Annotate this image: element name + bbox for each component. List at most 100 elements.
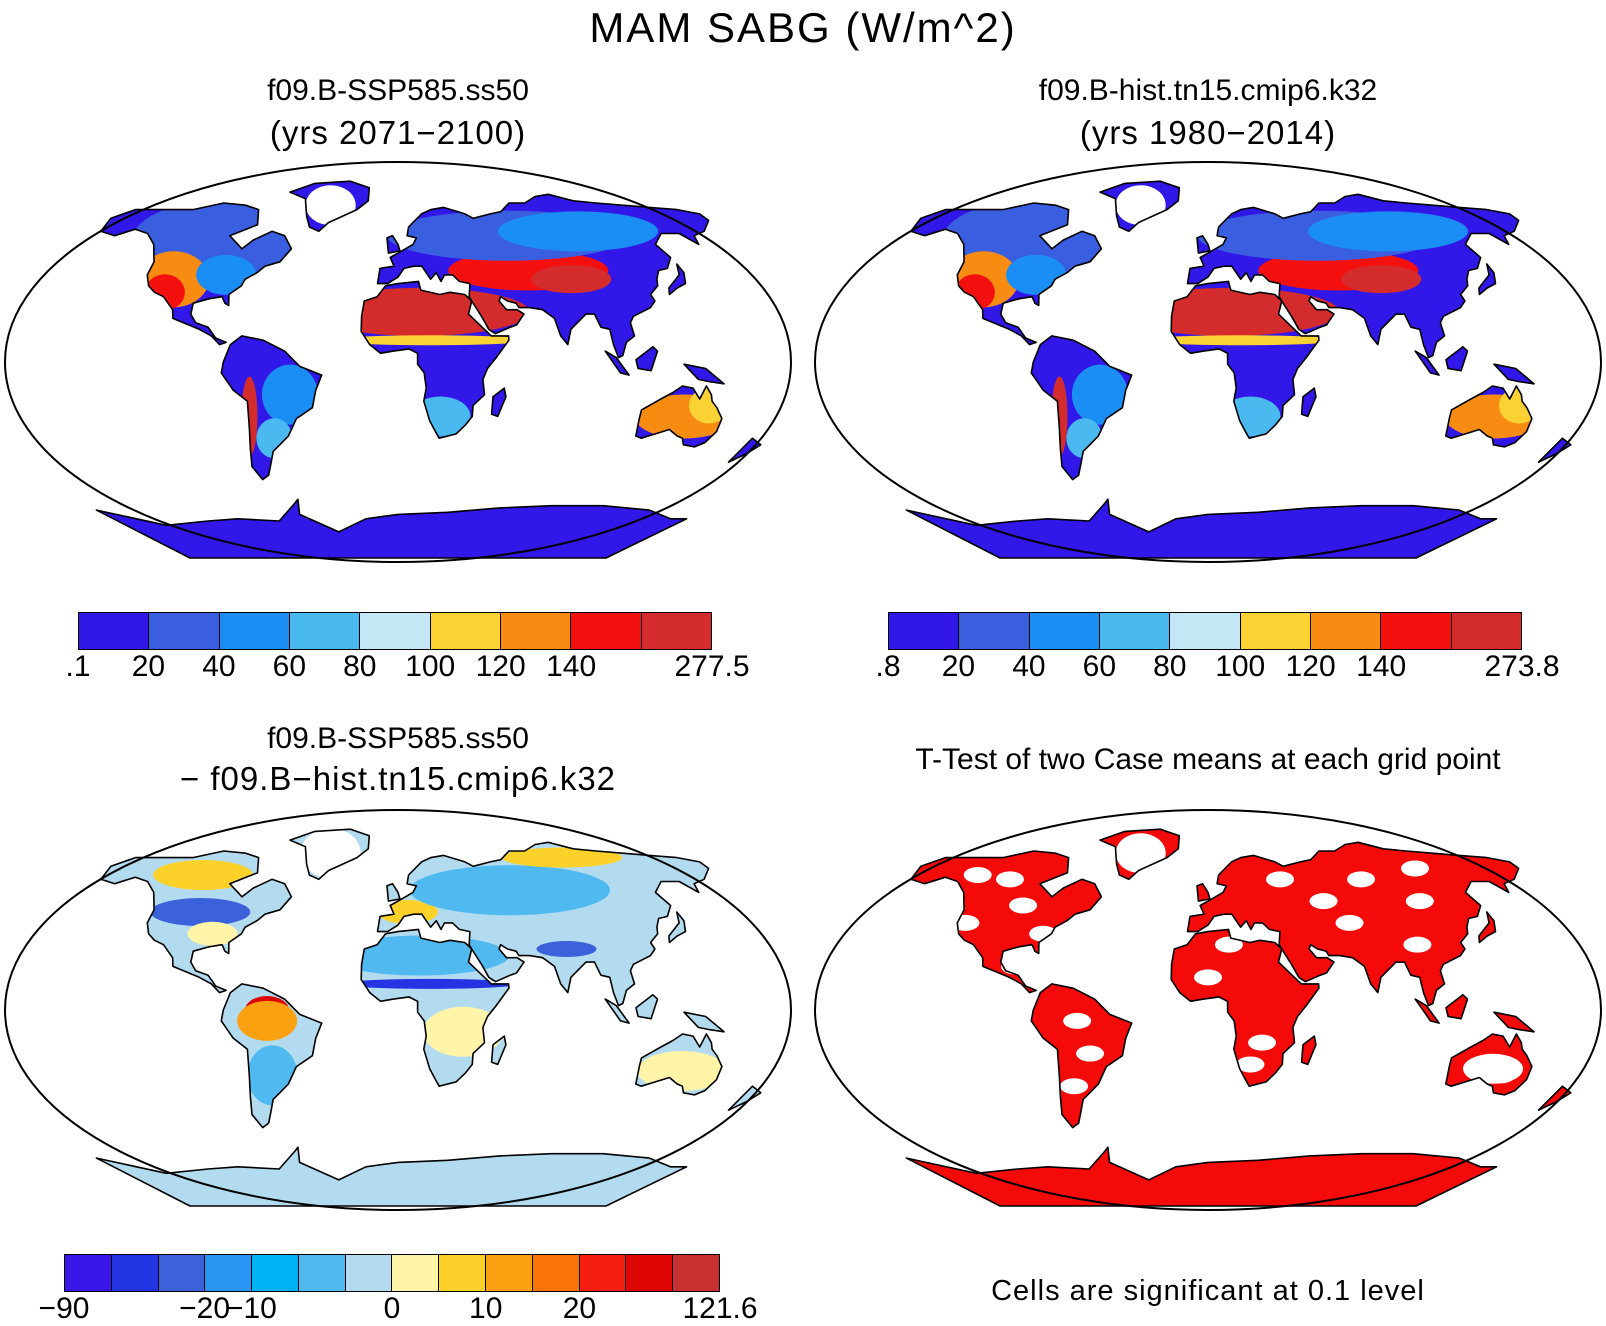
- coastline-australia: [635, 385, 723, 448]
- insignificant-patch: [1266, 871, 1295, 888]
- coastline-australia: [1445, 385, 1533, 448]
- cb1-swatch: [79, 613, 150, 649]
- cb1-tick-label: 140: [546, 650, 597, 683]
- coastline-australia: [1445, 1033, 1533, 1096]
- coastline-africa: [1170, 928, 1320, 1087]
- cb1-tick-label: 100: [405, 650, 456, 683]
- insignificant-patch: [1236, 1056, 1265, 1073]
- panel2-title: f09.B-hist.tn15.cmip6.k32: [1038, 74, 1378, 107]
- colorbar-difference: [64, 1254, 720, 1292]
- coastline-eurasia: [1186, 193, 1520, 359]
- cb1-swatch: [289, 613, 361, 649]
- insignificant-patch: [951, 914, 980, 931]
- field-patch: [954, 274, 995, 311]
- cb3-swatch: [205, 1255, 253, 1291]
- field-patch: [1115, 185, 1166, 226]
- coastline-antarctica: [905, 498, 1498, 559]
- coastline-northAmerica: [100, 202, 293, 346]
- field-patch: [247, 1045, 298, 1106]
- cb3-tick-label: 10: [469, 1292, 503, 1325]
- coastline-japan: [668, 911, 687, 944]
- insignificant-patch: [1009, 897, 1038, 914]
- cb3-swatch: [439, 1255, 487, 1291]
- cb1-swatch: [219, 613, 290, 649]
- cb1-swatch: [571, 613, 642, 649]
- insignificant-patch: [1001, 958, 1030, 975]
- map-panel-difference: [4, 809, 792, 1211]
- insignificant-patch: [1060, 1078, 1089, 1095]
- panel3-subtitle: − f09.B−hist.tn15.cmip6.k32: [179, 760, 617, 797]
- map-panel-ssp585: [4, 161, 792, 563]
- insignificant-patch: [1076, 1045, 1105, 1062]
- field-patch: [153, 859, 254, 890]
- cb3-swatch: [345, 1255, 393, 1291]
- coastline-madagascar: [1300, 387, 1317, 418]
- field-patch: [1220, 396, 1281, 437]
- insignificant-patch: [1335, 914, 1364, 931]
- field-patch: [305, 185, 356, 226]
- coastline-britain: [386, 234, 401, 254]
- field-patch: [300, 829, 361, 879]
- map-panel-hist: [814, 161, 1602, 563]
- cb3-swatch: [111, 1255, 159, 1291]
- map-boundary: [4, 809, 792, 1211]
- insignificant-patch: [1463, 1053, 1524, 1084]
- cb2-swatch: [1381, 613, 1452, 649]
- cb3-tick-label: −10: [225, 1292, 277, 1325]
- cb2-tick-label: 273.8: [1484, 650, 1560, 683]
- coastline-antarctica: [95, 498, 688, 559]
- cb1-swatch: [360, 613, 431, 649]
- cb3-swatch: [158, 1255, 206, 1291]
- field-patch: [1140, 335, 1341, 346]
- field-patch: [1341, 265, 1422, 294]
- insignificant-patch: [1401, 860, 1430, 877]
- coastline-eurasia: [1186, 841, 1520, 1007]
- cb1-tick-label: 277.5: [674, 650, 750, 683]
- map-boundary: [4, 161, 792, 563]
- cb3-swatch: [486, 1255, 533, 1291]
- cb2-tick-label: 40: [1012, 650, 1046, 683]
- field-patch: [1006, 254, 1067, 295]
- coastline-eurasia: [376, 193, 710, 359]
- cb2-swatch: [1451, 613, 1521, 649]
- cb3-swatch: [532, 1255, 580, 1291]
- cb2-swatch: [959, 613, 1030, 649]
- field-patch: [531, 265, 612, 294]
- field-patch: [1071, 364, 1128, 425]
- cb1-tick-label: .1: [65, 650, 91, 683]
- field-patch: [545, 298, 586, 339]
- cb3-swatch: [579, 1255, 627, 1291]
- map-panel-ttest: [814, 809, 1602, 1211]
- cb1-tick-label: 60: [272, 650, 307, 683]
- field-patch: [237, 1000, 298, 1041]
- insignificant-patch: [1309, 893, 1338, 910]
- main-title: MAM SABG (W/m^2): [589, 4, 1017, 51]
- coastline-greenland: [1099, 180, 1181, 233]
- cb1-swatch: [430, 613, 501, 649]
- coastline-sumatra: [604, 350, 630, 376]
- field-patch: [688, 387, 729, 424]
- field-patch: [330, 335, 531, 346]
- field-patch: [329, 935, 510, 976]
- field-patch: [410, 865, 611, 916]
- cb1-tick-label: 120: [475, 650, 526, 683]
- cb3-tick-label: −20: [179, 1292, 231, 1325]
- cb2-swatch: [889, 613, 960, 649]
- coastline-japan: [1478, 911, 1497, 944]
- field-patch: [196, 254, 257, 295]
- map-boundary: [814, 161, 1602, 563]
- coastline-newguinea: [1493, 1011, 1535, 1033]
- field-patch: [1498, 387, 1539, 424]
- coastline-southAmerica: [1030, 335, 1133, 481]
- coastline-antarctica: [905, 1146, 1498, 1207]
- coastline-sumatra: [604, 998, 630, 1024]
- coastline-madagascar: [490, 1035, 507, 1066]
- coastline-sumatra: [1414, 350, 1440, 376]
- coastline-antarctica: [95, 1146, 688, 1207]
- insignificant-patch: [1405, 893, 1434, 910]
- cb2-tick-label: 140: [1356, 650, 1407, 683]
- field-patch: [144, 274, 185, 311]
- cb2-swatch: [1099, 613, 1171, 649]
- insignificant-patch: [963, 866, 992, 883]
- cb3-swatch: [65, 1255, 112, 1291]
